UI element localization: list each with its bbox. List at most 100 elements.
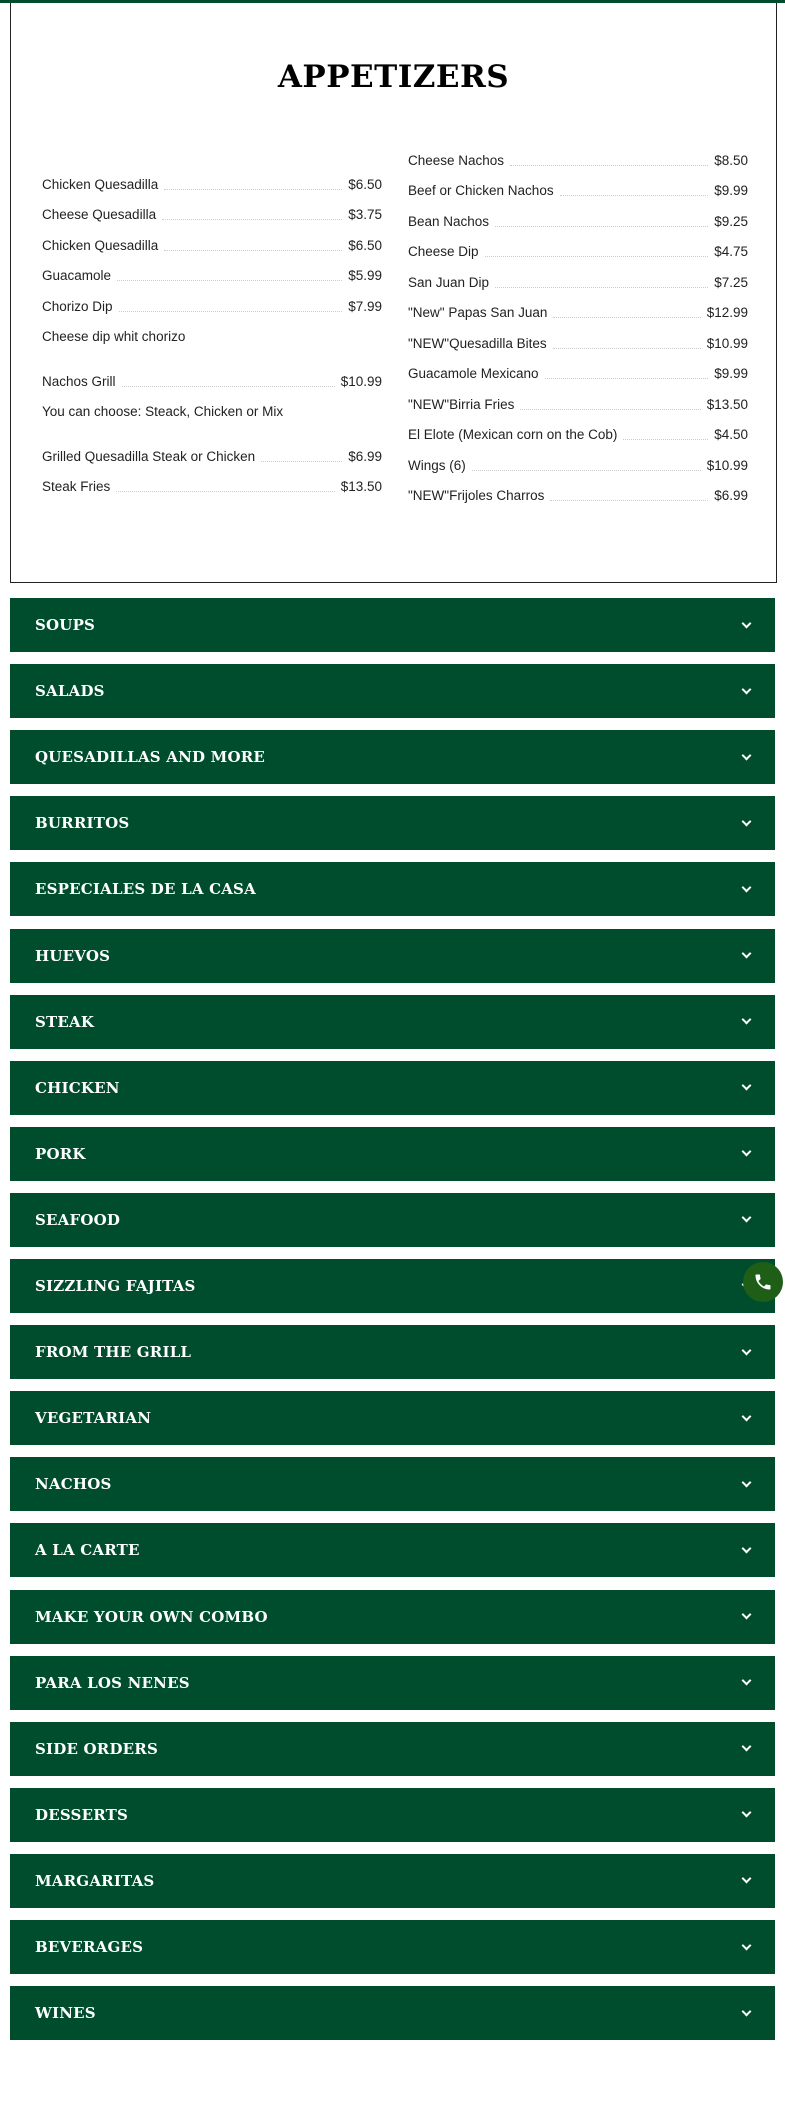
menu-item: Chicken Quesadilla $6.50 (42, 228, 382, 259)
phone-icon (755, 1274, 771, 1290)
accordion-label: VEGETARIAN (35, 1409, 152, 1428)
item-name: Chicken Quesadilla (42, 176, 159, 192)
dotted-leader (552, 347, 701, 349)
chevron-down-icon (741, 1477, 752, 1488)
accordion-label: WINES (35, 2004, 96, 2023)
item-price: $6.50 (348, 237, 382, 253)
menu-item: San Juan Dip $7.25 (408, 265, 748, 296)
menu-item: "NEW"Birria Fries $13.50 (408, 387, 748, 418)
chevron-down-icon (741, 882, 752, 893)
accordion-para-los-nenes[interactable]: PARA LOS NENES (10, 1655, 775, 1710)
accordion-label: DESSERTS (35, 1805, 129, 1824)
accordion-label: MAKE YOUR OWN COMBO (35, 1607, 268, 1626)
menu-item: Bean Nachos $9.25 (408, 204, 748, 235)
item-price: $10.99 (340, 373, 382, 389)
section-title: APPETIZERS (277, 59, 510, 95)
menu-item: "NEW"Quesadilla Bites $10.99 (408, 326, 748, 357)
dotted-leader (520, 408, 701, 410)
item-name: Guacamole Mexicano (408, 366, 539, 381)
dotted-leader (164, 188, 343, 190)
item-price: $9.25 (714, 213, 748, 229)
accordion-label: A LA CARTE (35, 1541, 140, 1560)
accordion-label: STEAK (35, 1012, 95, 1031)
chevron-down-icon (741, 1080, 752, 1091)
dotted-leader (164, 249, 343, 251)
item-price: $6.99 (348, 448, 382, 464)
item-price: $6.50 (348, 176, 382, 192)
dotted-leader (559, 195, 709, 196)
item-name: San Juan Dip (408, 274, 490, 290)
item-name: Cheese Dip (408, 244, 479, 259)
dotted-leader (121, 385, 335, 387)
accordion-label: HUEVOS (35, 946, 111, 965)
menu-item: Beef or Chicken Nachos $9.99 (408, 174, 748, 205)
item-price: $6.99 (714, 488, 748, 503)
chevron-down-icon (741, 1212, 752, 1223)
item-name: Bean Nachos (408, 213, 490, 229)
dotted-leader (623, 439, 709, 440)
dotted-leader (484, 256, 709, 257)
accordion-label: SIZZLING FAJITAS (35, 1277, 196, 1295)
accordion-nachos[interactable]: NACHOS (10, 1457, 775, 1512)
item-price: $9.99 (714, 366, 748, 381)
dotted-leader (162, 219, 343, 220)
item-price: $7.25 (714, 274, 748, 290)
menu-item: Guacamole $5.99 (42, 259, 382, 290)
item-name: Cheese Quesadilla (42, 207, 157, 222)
accordion-vegetarian[interactable]: VEGETARIAN (10, 1391, 775, 1446)
accordion-a-la-carte[interactable]: A LA CARTE (10, 1523, 775, 1578)
item-name: Chorizo Dip (42, 298, 113, 314)
item-description: You can choose: Steack, Chicken or Mix (42, 404, 284, 419)
menu-item: Chicken Quesadilla $6.50 (42, 167, 382, 198)
accordion-side-orders[interactable]: SIDE ORDERS (10, 1721, 775, 1776)
accordion-pork[interactable]: PORK (10, 1126, 775, 1181)
accordion-sizzling-fajitas[interactable]: SIZZLING FAJITAS (10, 1259, 775, 1313)
item-name: Steak Fries (42, 479, 111, 494)
accordion-quesadillas-and-more[interactable]: QUESADILLAS AND MORE (10, 730, 775, 785)
accordion-seafood[interactable]: SEAFOOD (10, 1192, 775, 1247)
item-price: $5.99 (348, 268, 382, 283)
chevron-down-icon (741, 1345, 752, 1356)
item-description: Cheese dip whit chorizo (42, 329, 186, 344)
accordion-huevos[interactable]: HUEVOS (10, 928, 775, 983)
call-button[interactable] (743, 1262, 783, 1302)
item-name: "NEW"Quesadilla Bites (408, 335, 547, 351)
chevron-down-icon (741, 750, 752, 761)
chevron-down-icon (741, 1146, 752, 1157)
accordion-especiales-de-la-casa[interactable]: ESPECIALES DE LA CASA (10, 862, 775, 917)
dotted-leader (553, 317, 701, 318)
chevron-down-icon (741, 1940, 752, 1950)
dotted-leader (261, 460, 343, 462)
accordion-steak[interactable]: STEAK (10, 994, 775, 1049)
accordion-chicken[interactable]: CHICKEN (10, 1060, 775, 1115)
accordion-soups[interactable]: SOUPS (10, 598, 775, 652)
accordion-beverages[interactable]: BEVERAGES (10, 1920, 775, 1974)
accordion-wines[interactable]: WINES (10, 1986, 775, 2041)
accordion-label: PORK (35, 1144, 86, 1163)
accordion-from-the-grill[interactable]: FROM THE GRILL (10, 1325, 775, 1380)
spacer (42, 425, 382, 439)
item-name: Nachos Grill (42, 373, 116, 389)
chevron-down-icon (741, 684, 752, 695)
dotted-leader (495, 225, 709, 227)
dotted-leader (495, 286, 709, 288)
spacer (42, 350, 382, 364)
menu-column-right: Cheese Nachos $8.50 Beef or Chicken Nachos… (408, 143, 748, 509)
accordion-salads[interactable]: SALADS (10, 664, 775, 719)
accordion-burritos[interactable]: BURRITOS (10, 796, 775, 851)
item-price: $4.50 (714, 427, 748, 442)
dotted-leader (510, 164, 709, 166)
chevron-down-icon (741, 1741, 752, 1752)
item-name: Cheese Nachos (408, 152, 505, 168)
chevron-down-icon (741, 1014, 752, 1025)
item-name: Wings (6) (408, 457, 466, 473)
item-price: $8.50 (714, 152, 748, 168)
chevron-down-icon (741, 1609, 752, 1620)
accordion-make-your-own-combo[interactable]: MAKE YOUR OWN COMBO (10, 1589, 775, 1644)
accordion-label: SEAFOOD (35, 1210, 121, 1229)
accordion-desserts[interactable]: DESSERTS (10, 1787, 775, 1842)
menu-item: Grilled Quesadilla Steak or Chicken $6.99 (42, 439, 382, 470)
menu-item: "NEW"Frijoles Charros $6.99 (408, 479, 748, 510)
accordion-margaritas[interactable]: MARGARITAS (10, 1853, 775, 1908)
dotted-leader (544, 378, 709, 379)
